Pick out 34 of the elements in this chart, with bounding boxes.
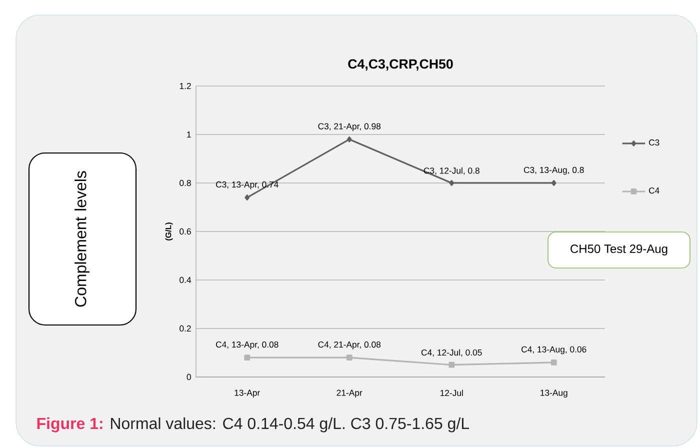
data-label: C4, 13-Aug, 0.06 [522,346,586,354]
data-label: C4, 21-Apr, 0.08 [318,341,381,350]
point [244,354,250,361]
x-tick-label: 21-Apr [336,390,362,398]
legend-label: C3 [648,139,660,146]
x-tick-label: 13-Apr [234,390,260,398]
y-tick-label: 0.2 [180,325,191,332]
point [346,354,352,361]
chart-title: C4,C3,CRP,CH50 [348,59,453,71]
point [448,362,455,368]
y-tick-label: 0 [186,374,191,380]
y-tick-label: 0.4 [180,276,192,284]
data-label: C3, 13-Aug, 0.8 [524,166,584,175]
point [346,136,352,142]
y-tick-label: 1.2 [180,82,191,90]
data-label: C3, 12-Jul, 0.8 [424,167,480,175]
text: Normal values: C4 0.14-0.54 g/L. C3 0.75-1.65 g/L [111,417,470,432]
text: Complement levels [74,171,90,307]
y-tick-label: 0.8 [180,180,191,186]
data-label: C4, 12-Jul, 0.05 [421,349,482,357]
legend-label: C4 [648,187,660,194]
y-tick-label: 0.6 [180,228,191,235]
y-tick-label: 1 [187,132,191,138]
y-axis-title: (G/L) [165,222,173,240]
point [551,180,556,186]
annotation: CH50 Test 29-Aug [570,244,668,256]
data-label: C3, 21-Apr, 0.98 [318,123,381,132]
data-label: C4, 13-Apr, 0.08 [216,341,278,350]
point [244,194,250,200]
x-tick-label: 13-Aug [540,390,568,398]
point [550,360,557,366]
point [449,180,454,186]
x-tick-label: 12-Jul [440,390,463,396]
caption: Figure 1: [37,417,102,432]
